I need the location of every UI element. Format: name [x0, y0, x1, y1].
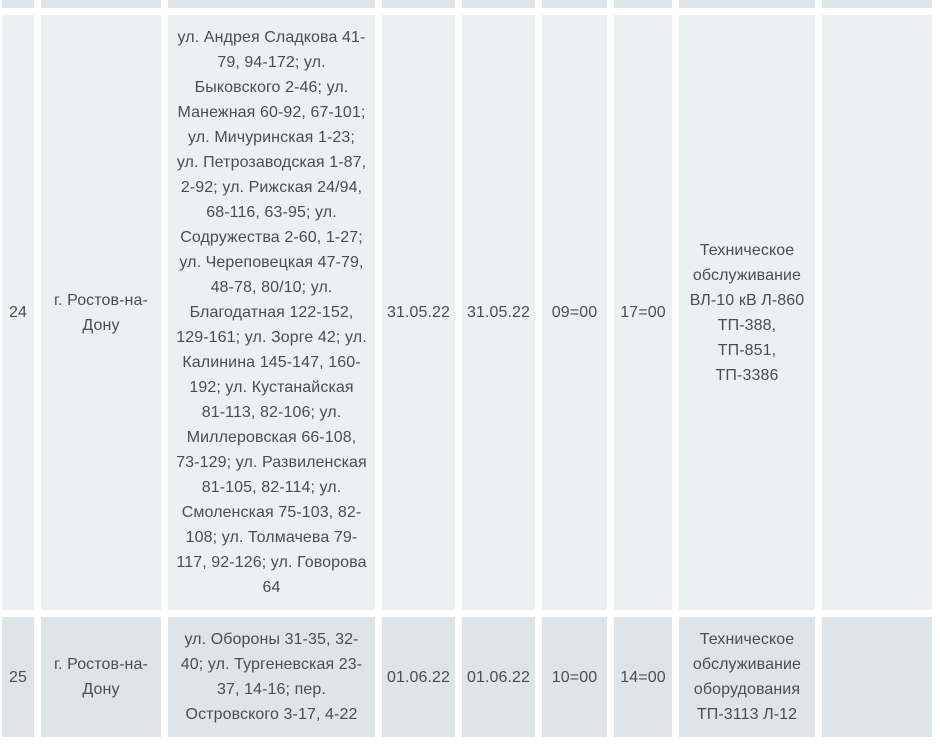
start-time-cell [542, 0, 607, 8]
work-description-cell: Техническое обслуживание оборудования ТП… [679, 617, 815, 737]
note-cell [822, 15, 932, 610]
row-number-cell: 24 [2, 15, 34, 610]
streets-cell [168, 0, 375, 8]
row-number-cell: 25 [2, 617, 34, 737]
row-number-cell [2, 0, 34, 8]
end-time-cell: 17=00 [614, 15, 672, 610]
end-date-cell: 01.06.22 [462, 617, 535, 737]
work-description-cell: Техническое обслуживание ВЛ-10 кВ Л-860 … [679, 15, 815, 610]
note-cell [822, 617, 932, 737]
end-date-cell: 31.05.22 [462, 15, 535, 610]
start-time-cell: 10=00 [542, 617, 607, 737]
start-date-cell: 01.06.22 [382, 617, 455, 737]
city-cell [41, 0, 161, 8]
streets-cell: ул. Обороны 31-35, 32-40; ул. Тургеневск… [168, 617, 375, 737]
end-time-cell [614, 0, 672, 8]
start-date-cell: 31.05.22 [382, 15, 455, 610]
end-date-cell [462, 0, 535, 8]
note-cell [822, 0, 932, 8]
end-time-cell: 14=00 [614, 617, 672, 737]
table-row-partial [2, 0, 933, 8]
power-outage-table: 24 г. Ростов-на-Дону ул. Андрея Сладкова… [2, 0, 933, 737]
start-time-cell: 09=00 [542, 15, 607, 610]
work-description-cell [679, 0, 815, 8]
city-cell: г. Ростов-на-Дону [41, 617, 161, 737]
city-cell: г. Ростов-на-Дону [41, 15, 161, 610]
table-row: 25 г. Ростов-на-Дону ул. Обороны 31-35, … [2, 617, 933, 737]
table-row: 24 г. Ростов-на-Дону ул. Андрея Сладкова… [2, 15, 933, 610]
streets-cell: ул. Андрея Сладкова 41-79, 94-172; ул. Б… [168, 15, 375, 610]
start-date-cell [382, 0, 455, 8]
